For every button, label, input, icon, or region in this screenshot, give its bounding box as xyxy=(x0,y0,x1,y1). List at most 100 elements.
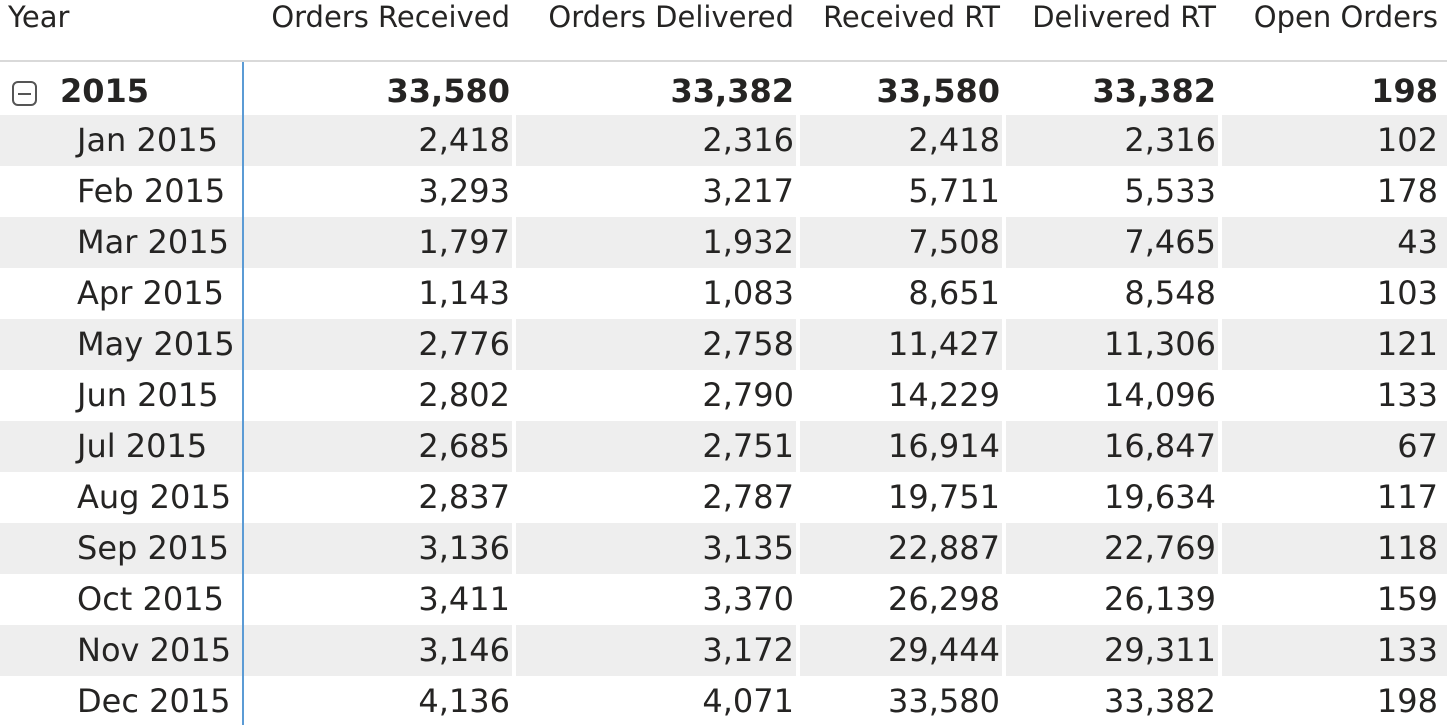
cell-orders-delivered: 1,932 xyxy=(702,223,794,261)
column-header-delivered-rt[interactable]: Delivered RT xyxy=(1032,0,1216,34)
cell-open-orders: 103 xyxy=(1376,274,1438,312)
cell-orders-delivered: 2,751 xyxy=(702,427,794,465)
cell-delivered-rt: 29,311 xyxy=(1104,631,1216,669)
row-shade xyxy=(0,115,1447,166)
column-gap xyxy=(1002,319,1006,370)
cell-delivered-rt: 33,382 xyxy=(1092,72,1216,110)
column-gap xyxy=(796,319,800,370)
column-gap xyxy=(512,115,516,166)
column-gap xyxy=(1218,217,1222,268)
row-header-month[interactable]: Dec 2015 xyxy=(77,682,231,720)
row-header-year[interactable]: 2015 xyxy=(60,72,150,110)
row-header-month[interactable]: Nov 2015 xyxy=(77,631,232,669)
row-shade xyxy=(0,319,1447,370)
minus-square-icon[interactable] xyxy=(12,81,37,106)
column-gap xyxy=(796,625,800,676)
cell-received-rt: 22,887 xyxy=(888,529,1000,567)
cell-delivered-rt: 16,847 xyxy=(1104,427,1216,465)
cell-received-rt: 33,580 xyxy=(888,682,1000,720)
cell-received-rt: 33,580 xyxy=(876,72,1000,110)
cell-delivered-rt: 26,139 xyxy=(1104,580,1216,618)
table-row: Apr 2015 1,143 1,083 8,651 8,548 103 xyxy=(0,268,1447,319)
row-header-month[interactable]: Oct 2015 xyxy=(77,580,224,618)
cell-orders-delivered: 2,758 xyxy=(702,325,794,363)
cell-received-rt: 26,298 xyxy=(888,580,1000,618)
cell-orders-received: 33,580 xyxy=(386,72,510,110)
cell-open-orders: 117 xyxy=(1376,478,1438,516)
frozen-column-divider xyxy=(242,62,244,725)
row-header-month[interactable]: Aug 2015 xyxy=(77,478,232,516)
cell-open-orders: 43 xyxy=(1397,223,1438,261)
row-header-month[interactable]: Jan 2015 xyxy=(77,121,218,159)
column-gap xyxy=(512,523,516,574)
column-gap xyxy=(796,217,800,268)
cell-orders-received: 3,411 xyxy=(418,580,510,618)
cell-orders-delivered: 3,370 xyxy=(702,580,794,618)
table-row: Sep 2015 3,136 3,135 22,887 22,769 118 xyxy=(0,523,1447,574)
cell-orders-received: 2,418 xyxy=(418,121,510,159)
cell-orders-delivered: 33,382 xyxy=(670,72,794,110)
cell-orders-delivered: 4,071 xyxy=(702,682,794,720)
column-gap xyxy=(1002,217,1006,268)
column-gap xyxy=(796,421,800,472)
cell-open-orders: 67 xyxy=(1397,427,1438,465)
cell-open-orders: 198 xyxy=(1376,682,1438,720)
column-gap xyxy=(1218,319,1222,370)
column-gap xyxy=(1218,625,1222,676)
table-row: Jul 2015 2,685 2,751 16,914 16,847 67 xyxy=(0,421,1447,472)
column-gap xyxy=(1218,421,1222,472)
row-header-month[interactable]: Apr 2015 xyxy=(77,274,224,312)
table-row: Oct 2015 3,411 3,370 26,298 26,139 159 xyxy=(0,574,1447,625)
cell-received-rt: 16,914 xyxy=(888,427,1000,465)
cell-orders-delivered: 2,316 xyxy=(702,121,794,159)
row-shade xyxy=(0,625,1447,676)
cell-received-rt: 29,444 xyxy=(888,631,1000,669)
cell-orders-received: 2,776 xyxy=(418,325,510,363)
row-header-month[interactable]: Feb 2015 xyxy=(77,172,226,210)
cell-delivered-rt: 5,533 xyxy=(1124,172,1216,210)
table-row: May 2015 2,776 2,758 11,427 11,306 121 xyxy=(0,319,1447,370)
row-header-month[interactable]: Sep 2015 xyxy=(77,529,229,567)
column-gap xyxy=(512,421,516,472)
table-row-year-total: 2015 33,580 33,382 33,580 33,382 198 xyxy=(0,66,1447,117)
cell-orders-received: 1,797 xyxy=(418,223,510,261)
cell-received-rt: 11,427 xyxy=(888,325,1000,363)
row-header-month[interactable]: May 2015 xyxy=(77,325,235,363)
column-gap xyxy=(512,217,516,268)
row-header-month[interactable]: Jul 2015 xyxy=(77,427,208,465)
column-gap xyxy=(1002,625,1006,676)
cell-delivered-rt: 11,306 xyxy=(1104,325,1216,363)
cell-delivered-rt: 33,382 xyxy=(1104,682,1216,720)
column-header-orders-received[interactable]: Orders Received xyxy=(271,0,510,34)
cell-received-rt: 5,711 xyxy=(908,172,1000,210)
table-row: Nov 2015 3,146 3,172 29,444 29,311 133 xyxy=(0,625,1447,676)
row-shade xyxy=(0,523,1447,574)
cell-orders-received: 3,146 xyxy=(418,631,510,669)
row-shade xyxy=(0,421,1447,472)
table-row: Jun 2015 2,802 2,790 14,229 14,096 133 xyxy=(0,370,1447,421)
column-header-open-orders[interactable]: Open Orders xyxy=(1253,0,1438,34)
column-gap xyxy=(1002,523,1006,574)
cell-orders-delivered: 3,135 xyxy=(702,529,794,567)
column-gap xyxy=(1218,523,1222,574)
cell-received-rt: 8,651 xyxy=(908,274,1000,312)
column-header-received-rt[interactable]: Received RT xyxy=(823,0,1000,34)
cell-received-rt: 14,229 xyxy=(888,376,1000,414)
cell-received-rt: 2,418 xyxy=(908,121,1000,159)
cell-orders-delivered: 1,083 xyxy=(702,274,794,312)
column-header-year[interactable]: Year xyxy=(8,0,70,34)
cell-open-orders: 178 xyxy=(1376,172,1438,210)
table-row: Dec 2015 4,136 4,071 33,580 33,382 198 xyxy=(0,676,1447,725)
cell-open-orders: 133 xyxy=(1376,376,1438,414)
cell-delivered-rt: 22,769 xyxy=(1104,529,1216,567)
table-row: Aug 2015 2,837 2,787 19,751 19,634 117 xyxy=(0,472,1447,523)
cell-delivered-rt: 14,096 xyxy=(1104,376,1216,414)
row-header-month[interactable]: Mar 2015 xyxy=(77,223,229,261)
row-header-month[interactable]: Jun 2015 xyxy=(77,376,219,414)
column-gap xyxy=(796,115,800,166)
cell-delivered-rt: 19,634 xyxy=(1104,478,1216,516)
column-header-orders-delivered[interactable]: Orders Delivered xyxy=(548,0,794,34)
cell-open-orders: 133 xyxy=(1376,631,1438,669)
cell-received-rt: 19,751 xyxy=(888,478,1000,516)
cell-orders-received: 2,685 xyxy=(418,427,510,465)
